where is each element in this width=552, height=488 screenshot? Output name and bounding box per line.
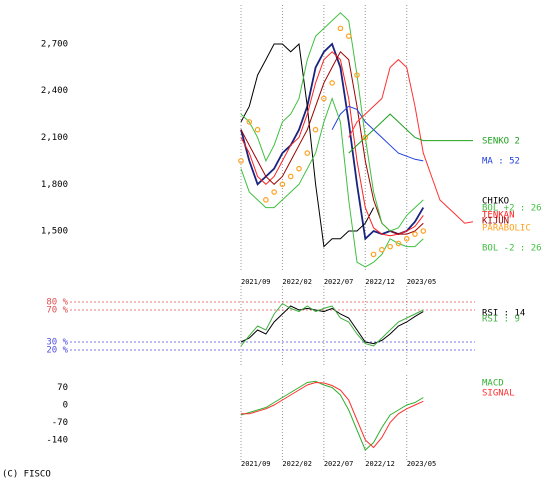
series-line <box>240 51 424 237</box>
legend-label: CHIKO <box>482 197 509 207</box>
series-line <box>331 105 424 162</box>
x-tick-label: 2023/05 <box>407 278 437 286</box>
series-line <box>348 113 473 154</box>
parabolic-dot <box>412 231 418 237</box>
legend-label: TENKAN <box>482 211 515 221</box>
legend-label: RSI : 14 <box>482 309 525 319</box>
series-line <box>240 380 424 451</box>
parabolic-dot <box>321 95 327 102</box>
x-tick-label: 2022/07 <box>324 278 354 286</box>
parabolic-dot <box>420 228 427 234</box>
x-tick-label: 2022/02 <box>282 460 312 468</box>
parabolic-dot <box>287 173 294 180</box>
series-line <box>240 96 424 268</box>
series-line <box>240 42 375 248</box>
copyright: (C) FISCO <box>2 470 51 480</box>
parabolic-dot <box>403 236 410 242</box>
y-tick-label: 30 % <box>46 338 68 348</box>
parabolic-dot <box>271 189 277 195</box>
parabolic-dot <box>263 197 269 203</box>
y-tick-label: 70 <box>57 383 68 393</box>
legend-label: MACD <box>482 379 504 389</box>
legend-label: MA : 52 <box>482 157 520 167</box>
y-tick-label: -70 <box>52 418 68 428</box>
parabolic-dot <box>279 181 286 188</box>
parabolic-dot <box>395 240 402 247</box>
y-tick-label: 1,800 <box>41 180 68 190</box>
series-line <box>240 302 424 347</box>
parabolic-dot <box>312 126 319 133</box>
x-tick-label: 2022/02 <box>282 278 312 286</box>
parabolic-dot <box>304 150 311 156</box>
series-line <box>348 58 474 224</box>
legend-label: SENKO 2 <box>482 137 520 147</box>
legend-label: PARABOLIC <box>482 224 531 234</box>
parabolic-dot <box>387 243 393 250</box>
y-tick-label: 1,500 <box>41 227 68 237</box>
y-tick-label: 2,700 <box>41 39 68 49</box>
y-tick-label: 70 % <box>46 306 68 316</box>
parabolic-dot <box>246 119 253 125</box>
parabolic-dot <box>296 165 302 172</box>
x-tick-label: 2021/09 <box>241 278 271 286</box>
parabolic-dot <box>329 80 335 86</box>
legend-label: KIJUN <box>482 217 509 227</box>
parabolic-dot <box>354 72 360 78</box>
y-tick-label: 2,100 <box>41 133 68 143</box>
x-tick-label: 2022/07 <box>324 460 354 468</box>
parabolic-dot <box>370 251 377 258</box>
y-tick-label: -140 <box>46 436 68 446</box>
series-line <box>241 381 424 449</box>
parabolic-dot <box>345 33 352 39</box>
series-line <box>240 12 424 232</box>
y-tick-label: 80 % <box>46 298 68 308</box>
legend-label: RSI : 9 <box>482 315 520 325</box>
legend-label: SIGNAL <box>482 389 515 399</box>
legend-label: BOL -2 : 26 <box>482 244 542 254</box>
x-tick-label: 2021/09 <box>241 460 271 468</box>
y-tick-label: 2,400 <box>41 86 68 96</box>
series-line <box>240 42 425 241</box>
y-tick-label: 0 <box>63 401 68 411</box>
parabolic-dot <box>238 158 244 164</box>
y-tick-label: 20 % <box>46 346 68 356</box>
x-tick-label: 2023/05 <box>407 460 437 468</box>
parabolic-dot <box>362 134 369 141</box>
parabolic-dot <box>337 25 344 32</box>
legend-label: BOL +2 : 26 <box>482 204 542 214</box>
parabolic-dot <box>254 126 261 133</box>
x-tick-label: 2022/12 <box>365 278 395 286</box>
parabolic-dot <box>379 246 385 253</box>
x-tick-label: 2022/12 <box>365 460 395 468</box>
series-line <box>240 305 424 345</box>
series-line <box>240 50 424 235</box>
